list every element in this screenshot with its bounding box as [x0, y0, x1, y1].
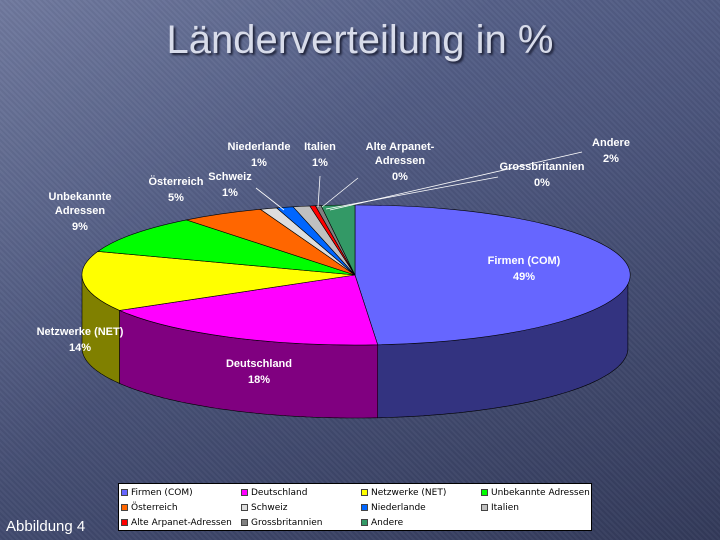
slice-value-5: 1%	[222, 187, 238, 199]
leader-line-9	[325, 176, 499, 210]
leader-line-10	[329, 151, 583, 211]
legend-item: Österreich	[121, 500, 241, 515]
slice-value-3: 9%	[72, 221, 88, 233]
legend-label: Deutschland	[251, 487, 308, 498]
legend-item: Niederlande	[361, 500, 481, 515]
legend-label: Niederlande	[371, 502, 426, 513]
pie-slice-2	[81, 251, 356, 311]
slice-label-8: Adressen	[375, 155, 425, 167]
slice-value-4: 5%	[168, 192, 184, 204]
legend-label: Netzwerke (NET)	[371, 487, 447, 498]
legend-swatch	[121, 504, 128, 511]
slice-value-6: 1%	[251, 157, 267, 169]
slice-labels: Firmen (COM) 49% Deutschland 18% Netzwerke (…	[37, 137, 630, 386]
legend-swatch	[121, 519, 128, 526]
slice-label-3: Unbekannte	[49, 191, 112, 203]
legend-swatch	[481, 489, 488, 496]
slice-label-2: Netzwerke (NET)	[37, 326, 124, 338]
leader-line-5	[255, 187, 285, 211]
slice-label-4: Österreich	[148, 175, 203, 188]
legend-swatch	[481, 504, 488, 511]
slice-value-9: 0%	[534, 177, 550, 189]
legend-swatch	[121, 489, 128, 496]
legend-label: Andere	[371, 517, 404, 528]
legend-label: Schweiz	[251, 502, 288, 513]
legend-item: Alte Arpanet-Adressen	[121, 515, 241, 530]
slice-label-1: Deutschland	[226, 358, 292, 370]
legend-swatch	[361, 489, 368, 496]
chart-legend: Firmen (COM) Deutschland Netzwerke (NET) Un…	[118, 483, 592, 531]
slice-label-8: Alte Arpanet-	[366, 141, 435, 153]
legend-item: Unbekannte Adressen	[481, 485, 591, 500]
legend-label: Italien	[491, 502, 519, 513]
slice-value-2: 14%	[69, 342, 91, 354]
pie-slices	[81, 204, 631, 346]
legend-swatch	[241, 504, 248, 511]
legend-swatch	[241, 519, 248, 526]
figure-label: Abbildung 4	[6, 518, 86, 535]
slice-label-3: Adressen	[55, 205, 105, 217]
slice-value-1: 18%	[248, 374, 270, 386]
slice-label-7: Italien	[304, 141, 336, 153]
slice-value-10: 2%	[603, 153, 619, 165]
slice-label-0: Firmen (COM)	[488, 255, 561, 267]
chart-title: Länderverteilung in %	[166, 18, 554, 62]
legend-swatch	[361, 519, 368, 526]
slice-value-0: 49%	[513, 271, 535, 283]
legend-item: Deutschland	[241, 485, 361, 500]
leader-line-7	[317, 175, 321, 208]
slice-label-9: Grossbritannien	[500, 161, 585, 173]
pie-slice-10	[320, 204, 356, 276]
pie-sides	[81, 275, 629, 419]
legend-swatch	[241, 489, 248, 496]
slice-value-8: 0%	[392, 171, 408, 183]
legend-item: Grossbritannien	[241, 515, 361, 530]
pie-slice-0	[354, 204, 631, 346]
legend-item: Netzwerke (NET)	[361, 485, 481, 500]
legend-label: Österreich	[131, 502, 178, 513]
legend-label: Firmen (COM)	[131, 487, 193, 498]
pie-slice-3	[97, 219, 356, 276]
leader-lines	[255, 151, 583, 211]
slice-label-6: Niederlande	[228, 141, 291, 153]
legend-item: Italien	[481, 500, 591, 515]
slice-value-7: 1%	[312, 157, 328, 169]
legend-item: Schweiz	[241, 500, 361, 515]
pie-slice-1	[118, 274, 379, 346]
legend-label: Alte Arpanet-Adressen	[131, 517, 232, 528]
slice-label-10: Andere	[592, 137, 630, 149]
slice-label-5: Schweiz	[208, 171, 252, 183]
legend-swatch	[361, 504, 368, 511]
legend-item: Andere	[361, 515, 481, 530]
legend-label: Unbekannte Adressen	[491, 487, 590, 498]
leader-line-8	[321, 177, 359, 208]
pie-chart: Firmen (COM) 49% Deutschland 18% Netzwerke (…	[37, 137, 631, 419]
legend-label: Grossbritannien	[251, 517, 323, 528]
legend-item: Firmen (COM)	[121, 485, 241, 500]
